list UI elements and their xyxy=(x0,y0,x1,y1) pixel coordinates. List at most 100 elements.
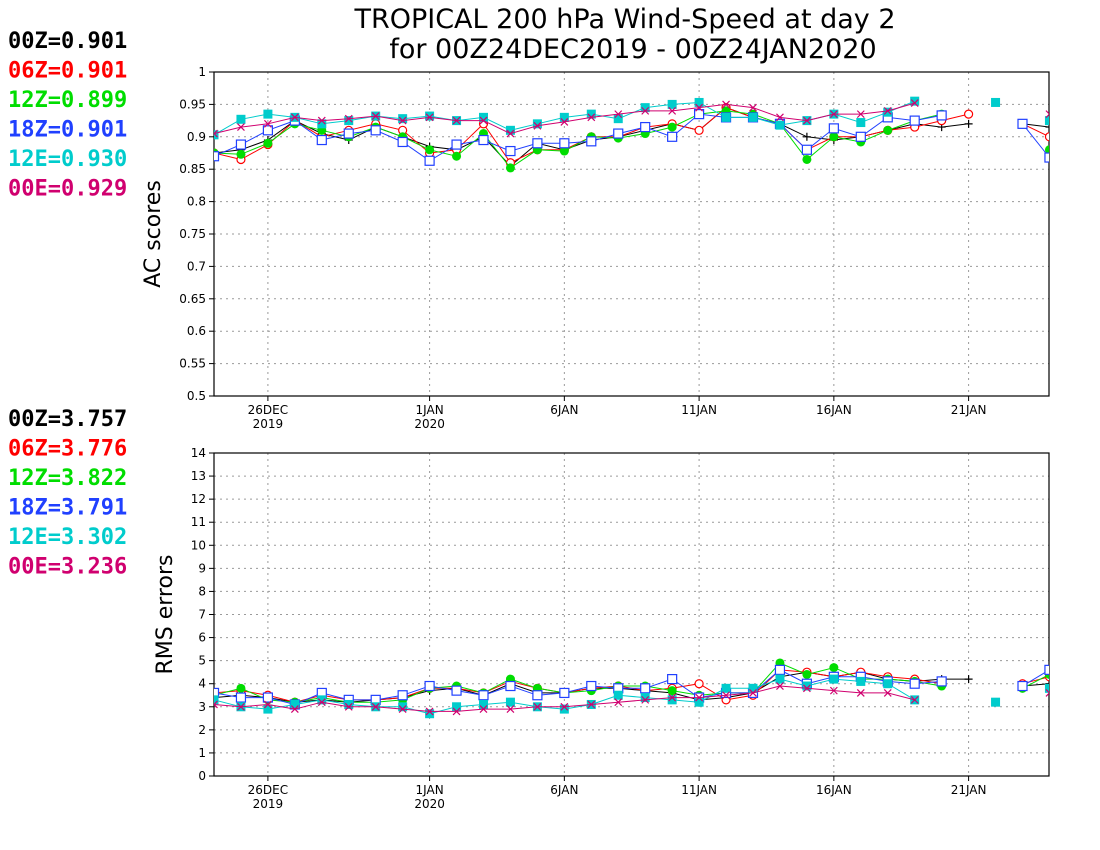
data-point-12e xyxy=(883,107,893,117)
data-point-00e xyxy=(214,700,218,709)
data-point-00e xyxy=(425,113,434,122)
series-group xyxy=(214,96,1080,173)
data-point-00e xyxy=(479,705,488,714)
data-point-00e xyxy=(1073,689,1080,696)
data-point-00e xyxy=(263,119,272,128)
plot-frame xyxy=(213,452,1050,777)
data-point-00e xyxy=(506,705,515,714)
data-point-12e xyxy=(398,702,408,712)
data-point-00e xyxy=(776,682,784,690)
y-tick-label: 13 xyxy=(191,469,206,483)
data-point-12e xyxy=(559,112,569,122)
data-point-12z xyxy=(236,683,246,693)
data-point-12e xyxy=(505,125,515,135)
data-point-12e xyxy=(263,109,273,119)
x-tick-label: 16JAN xyxy=(816,783,852,797)
data-point-12e xyxy=(214,695,219,705)
data-point-12e xyxy=(1044,116,1049,126)
chart-title-line1: TROPICAL 200 hPa Wind-Speed at day 2 xyxy=(353,4,895,35)
data-point-12e xyxy=(1044,683,1049,693)
data-point-00e xyxy=(1045,689,1049,697)
data-point-12e xyxy=(479,699,488,709)
data-point-12e xyxy=(559,704,569,714)
data-point-18z xyxy=(1017,118,1028,129)
data-point-18z xyxy=(801,144,813,155)
data-point-00e xyxy=(641,695,650,704)
data-point-18z xyxy=(693,109,705,120)
data-point-00e xyxy=(883,689,892,697)
x-tick-label: 6JAN xyxy=(550,403,578,417)
data-point-12z xyxy=(452,151,462,161)
data-point-12e xyxy=(721,683,731,693)
data-point-00e xyxy=(371,702,380,711)
data-point-12e xyxy=(214,130,219,140)
x-tick-label: 21JAN xyxy=(951,403,987,417)
series-line-06z xyxy=(214,669,1049,703)
data-point-06z xyxy=(1072,670,1080,678)
y-tick-label: 8 xyxy=(198,584,206,598)
data-point-12e xyxy=(236,114,246,124)
data-point-00e xyxy=(910,695,919,704)
y-tick-label: 0.8 xyxy=(187,195,206,209)
data-point-18z xyxy=(1072,672,1081,681)
data-point-18z xyxy=(909,115,920,126)
data-point-00e xyxy=(910,99,919,108)
data-point-06z xyxy=(694,125,704,135)
y-axis-label: AC scores xyxy=(141,180,166,288)
y-tick-label: 0.5 xyxy=(187,389,206,403)
data-point-18z xyxy=(667,131,678,142)
data-point-12z xyxy=(1072,668,1081,677)
data-point-12e xyxy=(667,695,677,705)
y-tick-label: 5 xyxy=(198,654,206,668)
data-point-12e xyxy=(263,704,273,714)
data-point-00e xyxy=(344,702,353,711)
data-point-18z xyxy=(343,128,354,139)
data-point-12e xyxy=(640,103,650,113)
data-point-18z xyxy=(397,136,408,148)
data-point-12e xyxy=(344,699,354,709)
data-point-12e xyxy=(721,112,731,122)
data-point-00e xyxy=(614,110,623,119)
data-point-12e xyxy=(910,96,920,106)
y-tick-label: 7 xyxy=(198,608,206,622)
x-tick-year-label: 2020 xyxy=(414,797,445,811)
data-point-12e xyxy=(613,690,623,700)
series-18z xyxy=(214,664,1081,710)
data-point-18z xyxy=(936,110,947,121)
data-point-00e xyxy=(587,113,596,122)
data-point-12e xyxy=(748,683,758,693)
y-tick-label: 14 xyxy=(191,446,206,460)
data-point-00z xyxy=(1072,146,1080,154)
y-tick-label: 1 xyxy=(198,746,206,760)
data-point-00e xyxy=(560,702,569,711)
series-12e xyxy=(214,674,1049,719)
data-point-00e xyxy=(722,100,730,109)
data-point-12e xyxy=(452,702,462,712)
data-point-18z xyxy=(214,151,220,162)
data-point-06z xyxy=(963,109,974,119)
data-point-18z xyxy=(478,134,489,146)
data-point-12z xyxy=(263,138,273,148)
x-tick-year-label: 2019 xyxy=(253,417,284,431)
y-tick-label: 9 xyxy=(198,561,206,575)
data-point-00e xyxy=(641,106,650,115)
data-point-00e xyxy=(560,117,569,126)
data-point-18z xyxy=(613,128,624,139)
data-point-18z xyxy=(774,664,786,675)
data-point-18z xyxy=(559,138,570,149)
legend-entry-12e: 12E=3.302 xyxy=(8,525,127,550)
y-tick-label: 12 xyxy=(191,492,206,506)
data-point-06z xyxy=(1044,132,1049,142)
plot-frame xyxy=(213,71,1050,397)
legend-entry-00e: 00E=0.929 xyxy=(8,177,127,202)
y-tick-label: 3 xyxy=(198,700,206,714)
data-point-12z xyxy=(667,686,677,696)
data-point-00z xyxy=(802,132,811,141)
data-point-12e xyxy=(398,114,408,124)
legend-entry-12e: 12E=0.930 xyxy=(8,147,127,172)
data-point-18z xyxy=(214,687,220,699)
data-point-00e xyxy=(695,103,704,112)
data-point-18z xyxy=(532,690,543,701)
data-point-00e xyxy=(668,106,677,115)
data-point-00z xyxy=(964,675,973,684)
